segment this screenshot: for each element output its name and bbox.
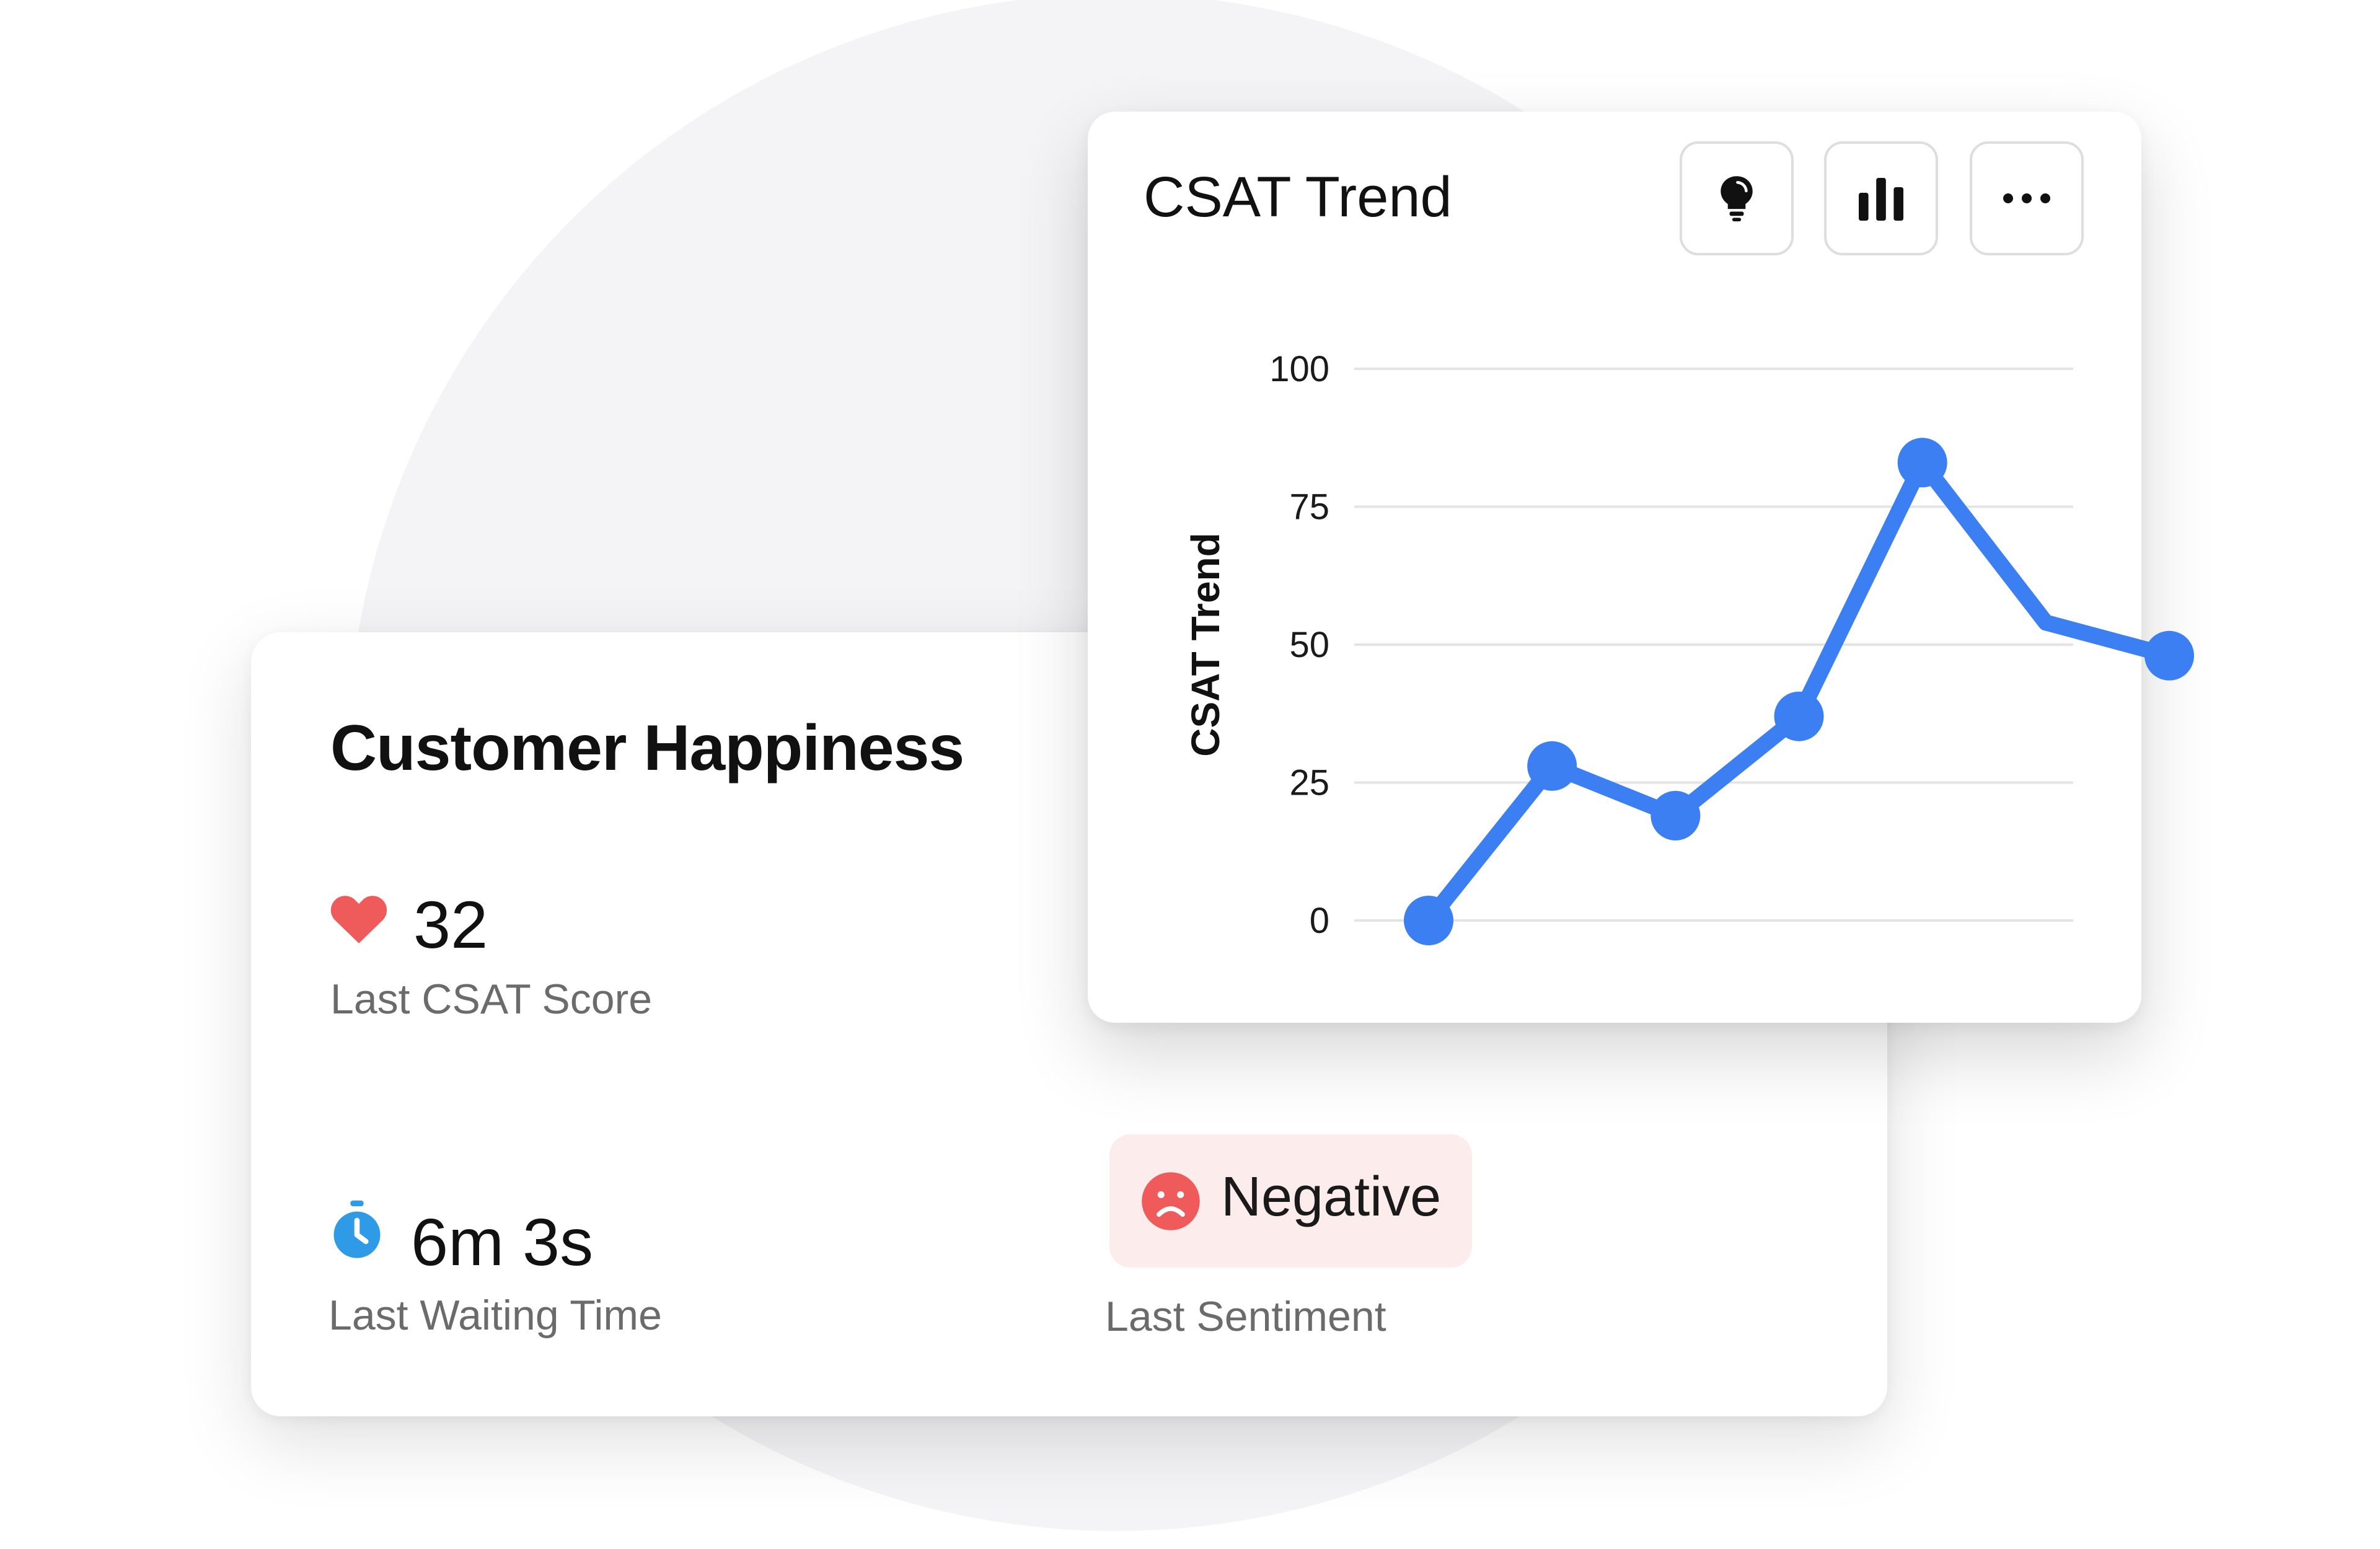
data-point-0 — [1404, 896, 1453, 945]
data-point-6 — [2144, 630, 2194, 681]
y-axis-label: CSAT Trend — [1183, 532, 1228, 757]
csat-trend-title: CSAT Trend — [1144, 165, 1452, 229]
data-point-2 — [1651, 790, 1701, 841]
chart-type-button[interactable] — [1824, 141, 1938, 255]
csat-trend-card: CSAT Trend 0 25 50 75 100 CSAT Trend — [1088, 112, 2194, 1023]
y-tick-label-25: 25 — [1289, 763, 1329, 803]
csat-score-value: 32 — [413, 887, 488, 962]
y-tick-label-50: 50 — [1289, 625, 1329, 665]
y-tick-label-0: 0 — [1310, 901, 1329, 941]
customer-happiness-title: Customer Happiness — [330, 712, 964, 784]
more-horizontal-icon — [2003, 193, 2050, 203]
y-tick-label-100: 100 — [1269, 349, 1329, 389]
csat-trend-chart: 0 25 50 75 100 CSAT Trend — [1183, 349, 2194, 945]
series-line-0 — [1421, 454, 2177, 929]
waiting-time-label: Last Waiting Time — [328, 1292, 662, 1339]
sad-face-icon — [1142, 1172, 1200, 1230]
stopwatch-icon — [333, 1200, 381, 1258]
bar-chart-icon — [1859, 178, 1903, 221]
sentiment-badge: Negative — [1109, 1134, 1472, 1268]
sentiment-label: Last Sentiment — [1105, 1293, 1386, 1340]
data-point-4 — [1897, 438, 1947, 488]
data-point-3 — [1774, 691, 1824, 741]
heart-icon — [330, 896, 387, 943]
more-options-button[interactable] — [1970, 141, 2084, 255]
waiting-time-value: 6m 3s — [411, 1204, 594, 1279]
insight-button[interactable] — [1680, 141, 1794, 255]
lightbulb-icon — [1721, 176, 1753, 222]
data-point-1 — [1527, 741, 1577, 791]
sentiment-value: Negative — [1221, 1166, 1442, 1228]
y-tick-label-75: 75 — [1289, 487, 1329, 527]
csat-score-label: Last CSAT Score — [330, 976, 653, 1023]
